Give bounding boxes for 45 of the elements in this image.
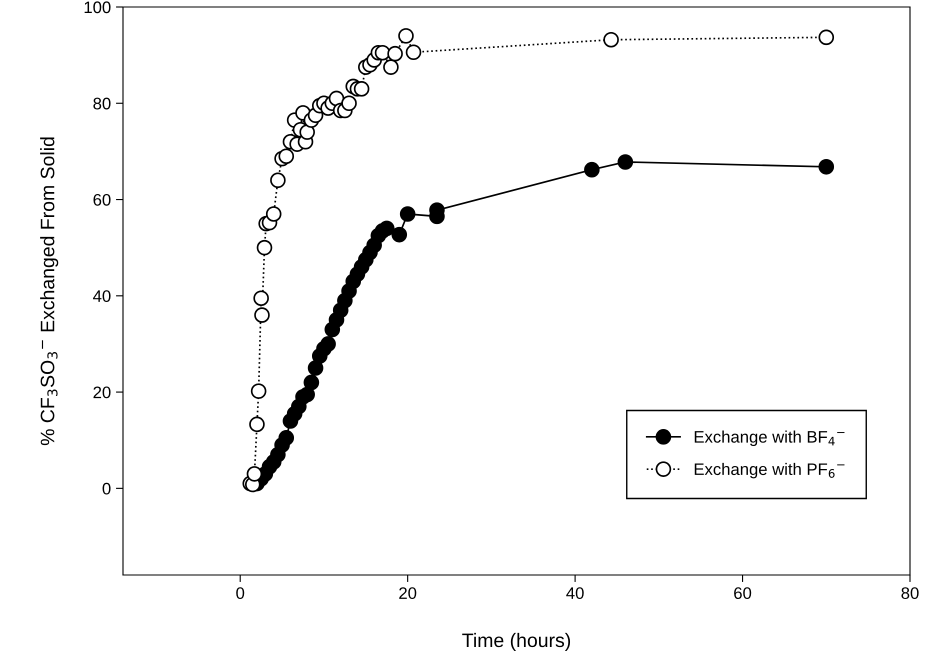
- x-tick-label: 20: [399, 587, 416, 600]
- point: [354, 81, 370, 97]
- point: [246, 466, 262, 482]
- point: [341, 95, 357, 112]
- point: [249, 416, 265, 432]
- point: [256, 240, 272, 256]
- y-axis-title: % CF$_{3}$SO$_{3}$$^{−}$ Exchanged From Solid: [40, 137, 58, 446]
- legend-label: Exchange with PF$_{6}$$^{−}$: [694, 462, 844, 478]
- point: [383, 59, 399, 75]
- x-tick-label: 40: [566, 587, 584, 600]
- point: [299, 124, 315, 140]
- point: [254, 307, 270, 323]
- point: [253, 290, 269, 306]
- point: [250, 383, 266, 399]
- point: [400, 206, 416, 222]
- y-tick-label: 60: [94, 194, 111, 206]
- x-tick-label: 80: [901, 587, 919, 600]
- point: [278, 148, 294, 164]
- legend-label: Exchange with BF$_{4}$$^{−}$: [694, 430, 844, 446]
- point: [266, 206, 282, 222]
- y-tick-label: 80: [93, 98, 111, 110]
- point: [406, 44, 422, 60]
- point: [320, 336, 336, 352]
- point: [818, 30, 834, 46]
- y-tick-label: 40: [93, 290, 111, 302]
- point: [278, 430, 294, 446]
- point: [818, 159, 834, 175]
- point: [398, 28, 414, 44]
- y-tick-label: 0: [102, 482, 111, 495]
- point: [270, 172, 286, 188]
- point: [618, 154, 634, 170]
- x-axis-title: Time (hours): [462, 632, 570, 652]
- y-tick-label: 100: [84, 1, 111, 14]
- point: [374, 44, 390, 61]
- y-tick-label: 20: [93, 386, 111, 398]
- point: [378, 220, 395, 236]
- point: [392, 226, 408, 242]
- point: [603, 32, 619, 48]
- x-tick-label: 60: [734, 587, 752, 600]
- point: [387, 46, 403, 62]
- point: [299, 386, 315, 402]
- point: [304, 374, 320, 390]
- point: [584, 162, 600, 178]
- point: [308, 360, 324, 376]
- x-tick-label: 0: [236, 587, 244, 600]
